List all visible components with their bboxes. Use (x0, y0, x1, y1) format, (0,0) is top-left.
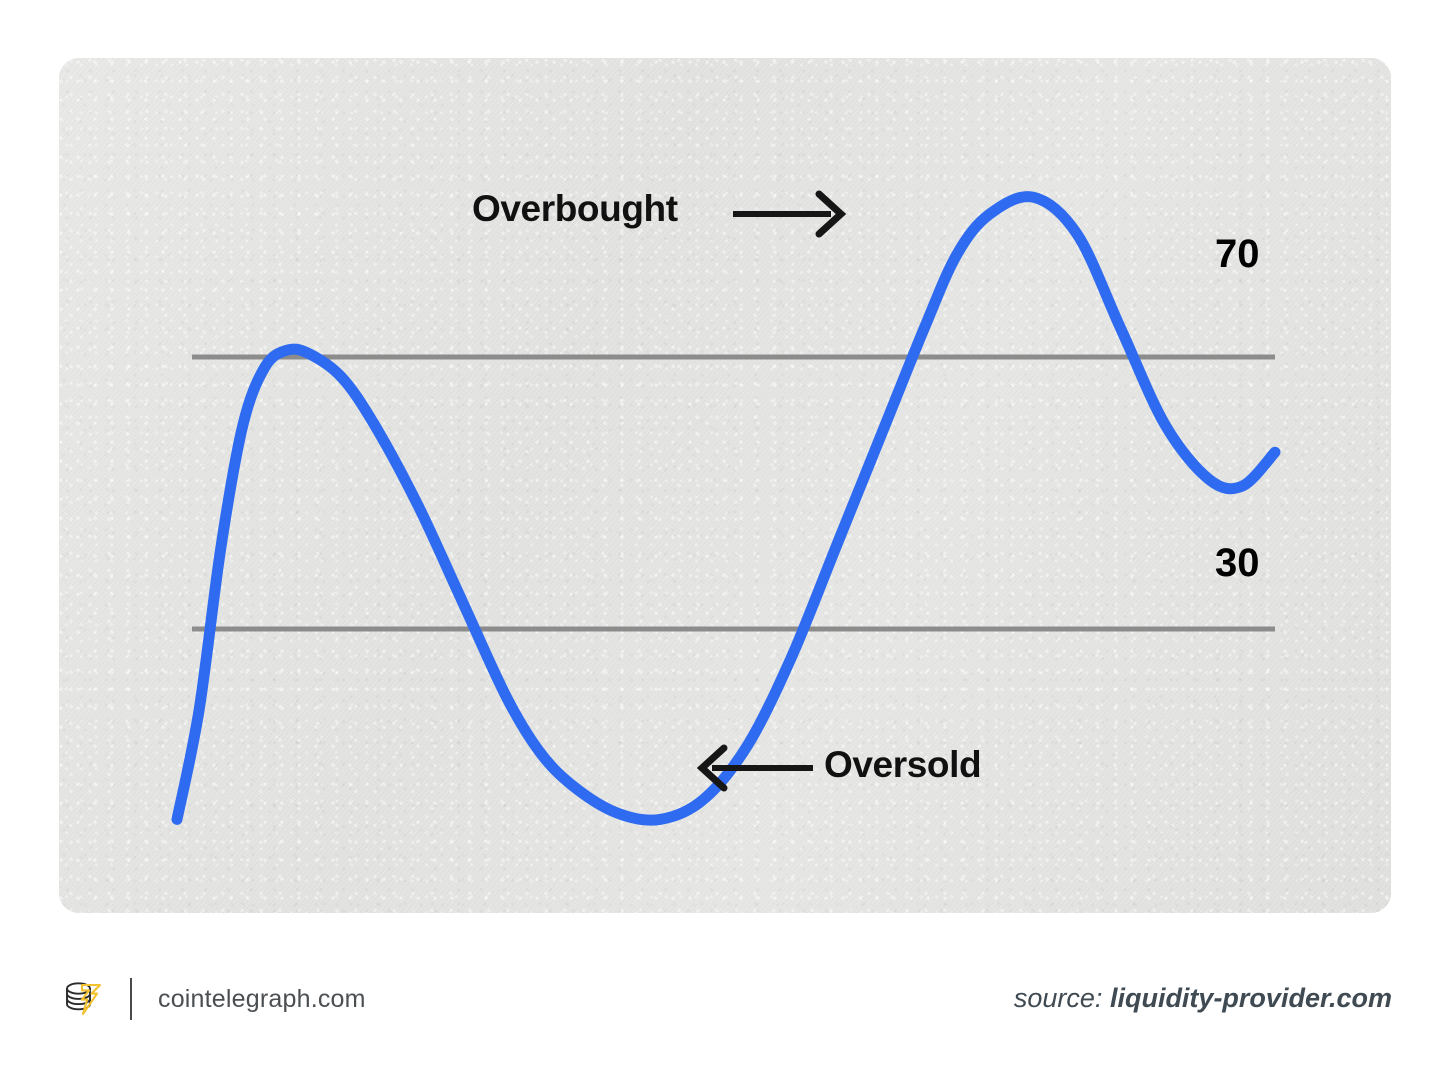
panel-paper-texture (59, 58, 1391, 913)
overbought-label: Overbought (472, 188, 678, 229)
chart-panel: Overbought Oversold 70 30 (59, 58, 1391, 913)
oversold-label: Oversold (824, 744, 982, 785)
oversold-arrow (696, 744, 813, 792)
rsi-curve (171, 191, 1281, 826)
brand-divider (130, 978, 132, 1020)
brand-block: cointelegraph.com (60, 975, 366, 1023)
overbought-arrow (733, 190, 847, 238)
source-url-text: liquidity-provider.com (1109, 983, 1392, 1013)
source-label: source: (1013, 983, 1103, 1013)
source-attribution: source: liquidity-provider.com (1014, 983, 1392, 1014)
footer-bar: cointelegraph.com source: liquidity-prov… (0, 913, 1450, 1073)
brand-domain-text: cointelegraph.com (158, 984, 366, 1013)
level-30-label: 30 (1215, 541, 1260, 585)
level-70-label: 70 (1215, 232, 1260, 276)
cointelegraph-logo-icon (66, 982, 102, 1016)
rsi-chart-svg (171, 190, 1281, 826)
